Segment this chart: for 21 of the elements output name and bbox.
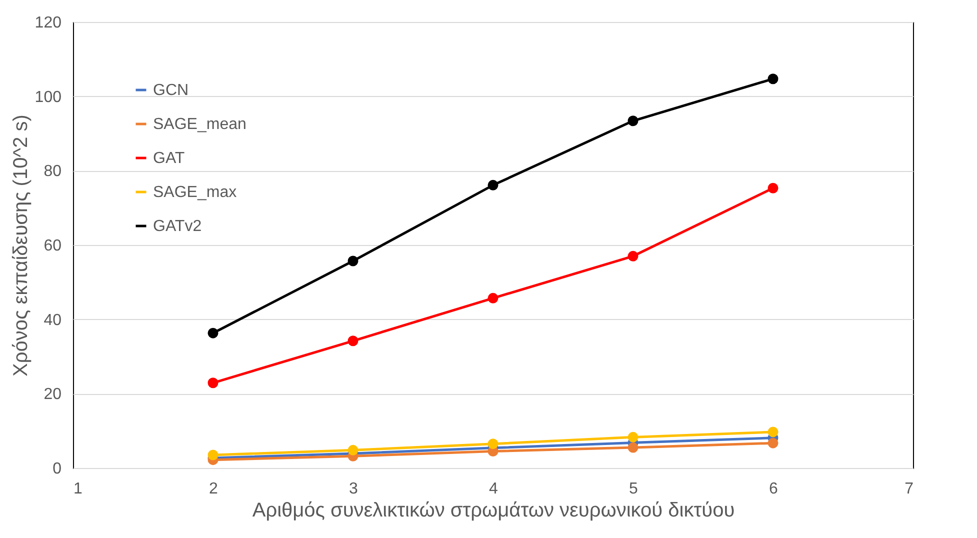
x-tick-label: 4 — [489, 480, 498, 498]
y-tick-label: 40 — [44, 312, 62, 329]
y-tick-label: 20 — [44, 386, 62, 404]
y-tick-label: 60 — [44, 238, 62, 254]
y-axis-title: Χρόνος εκπαίδευσης (10^2 s) — [10, 114, 32, 376]
x-tick-label: 3 — [349, 480, 358, 498]
y-tick-label: 120 — [34, 14, 62, 32]
x-tick-label: 2 — [209, 480, 218, 498]
y-tick-label: 100 — [34, 88, 62, 106]
legend-label: SAGE_mean — [153, 116, 246, 133]
x-tick-label: 7 — [904, 480, 914, 498]
y-tick-label: 0 — [52, 460, 62, 478]
legend-label: GAT — [153, 150, 185, 167]
legend-label: GATv2 — [153, 218, 202, 235]
x-tick-label: 6 — [769, 480, 778, 498]
legend-label: GCN — [153, 82, 189, 99]
x-axis-title: Αριθμός συνελικτικών στρωμάτων νευρωνικού δικτύου — [252, 500, 735, 522]
legend-label: SAGE_max — [153, 184, 237, 201]
y-tick-label: 80 — [44, 163, 62, 180]
x-tick-label: 1 — [74, 480, 82, 498]
x-tick-label: 5 — [629, 480, 638, 498]
